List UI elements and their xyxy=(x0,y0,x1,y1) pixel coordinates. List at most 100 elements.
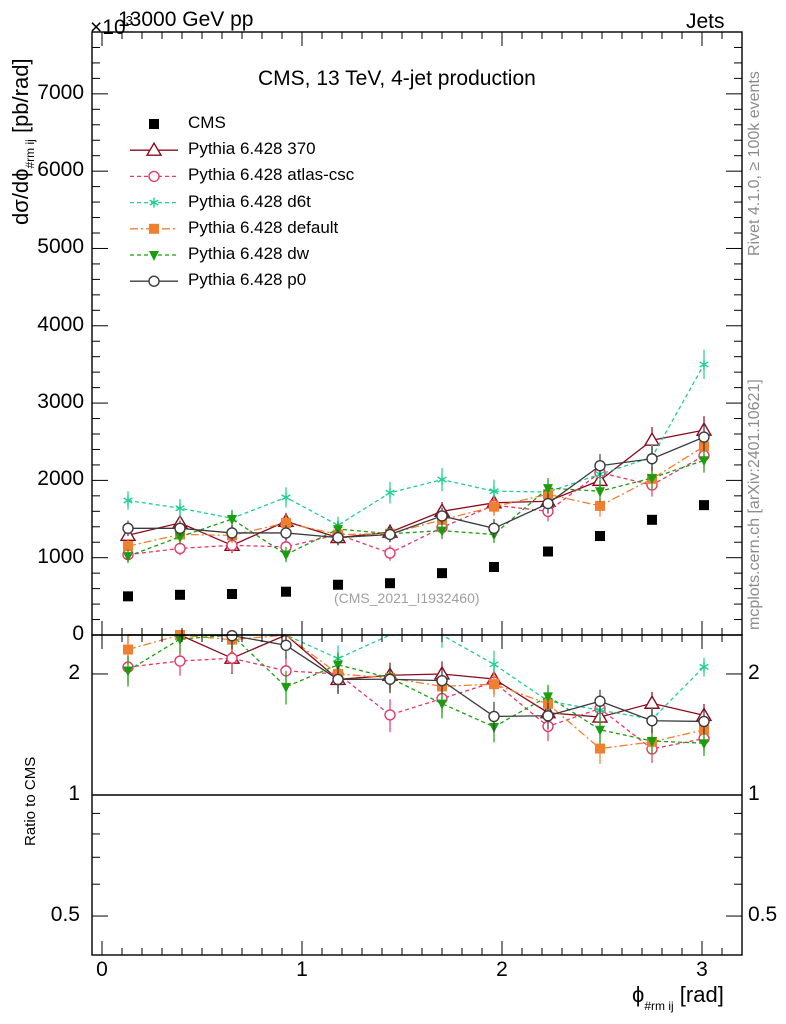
series-4-point xyxy=(175,532,185,543)
cms-point xyxy=(281,586,291,597)
x-axis-label-unit: [rad] xyxy=(679,982,724,1007)
cms-point xyxy=(699,500,709,511)
series-2-ratio-point-stroke xyxy=(489,661,499,668)
series-1-ratio-line xyxy=(127,657,705,750)
cms-point xyxy=(437,568,447,579)
header-left-label: 13000 GeV pp xyxy=(118,8,254,31)
series-5-point xyxy=(122,522,134,535)
series-4-ratio-point xyxy=(333,660,343,671)
series-5-point xyxy=(174,522,186,535)
cms-point xyxy=(175,589,185,600)
series-2-point-stroke xyxy=(281,494,291,501)
y-tick-label-4000: 4000 xyxy=(37,312,84,336)
y-tick-ratio-label-right-0.5: 0.5 xyxy=(748,903,778,927)
x-axis-label-text: ϕ xyxy=(632,982,645,1007)
legend-label-1: Pythia 6.428 370 xyxy=(188,139,316,159)
x-tick-label-3: 3 xyxy=(696,958,708,981)
series-3-ratio-point xyxy=(595,743,605,754)
series-5-point xyxy=(488,522,500,535)
y-tick-ratio-label-right-2: 2 xyxy=(748,660,760,684)
series-1-ratio-point xyxy=(226,652,238,664)
series-5-ratio-point xyxy=(332,673,344,686)
series-3-point xyxy=(595,500,605,511)
y-tick-ratio-label-right-1: 1 xyxy=(748,782,760,805)
series-4-point xyxy=(227,515,237,526)
series-5-point xyxy=(332,531,344,544)
series-4-point xyxy=(123,552,133,563)
cms-point xyxy=(333,579,343,590)
legend-label-2: Pythia 6.428 atlas-csc xyxy=(188,165,355,185)
y-tick-label-6000: 6000 xyxy=(37,158,84,182)
series-4-ratio-point xyxy=(437,699,447,710)
series-5-point xyxy=(594,459,606,472)
series-2-line xyxy=(127,364,705,526)
header-exponent: ×103 xyxy=(90,13,133,39)
series-2-point-stroke xyxy=(699,361,709,368)
header-right-label: Jets xyxy=(686,10,725,33)
legend-label-0: CMS xyxy=(188,113,226,132)
series-4-line xyxy=(127,459,705,557)
series-2-point xyxy=(281,492,291,503)
series-4-ratio-point xyxy=(595,725,605,736)
series-2-point-stroke xyxy=(385,489,395,496)
series-1-point xyxy=(384,547,396,559)
series-3-line xyxy=(127,445,705,547)
series-5-point xyxy=(280,527,292,539)
series-1-point xyxy=(174,542,186,555)
y-tick-label-5000: 5000 xyxy=(37,235,84,259)
y-axis-label-main-text: dσ/dϕ xyxy=(8,168,33,225)
series-2-point xyxy=(437,474,447,485)
legend-marker-6 xyxy=(148,275,160,287)
series-2-point xyxy=(489,486,499,497)
series-5-ratio-point xyxy=(436,674,448,687)
series-5-point xyxy=(542,497,554,510)
series-5-ratio-point xyxy=(488,710,500,723)
y-tick-label-7000: 7000 xyxy=(37,80,84,104)
header-exponent-sup: 3 xyxy=(125,13,133,28)
legend-marker-0 xyxy=(149,119,159,129)
series-4-ratio-point xyxy=(543,692,553,703)
y-tick-ratio-label-2: 2 xyxy=(68,660,80,684)
legend-label-5: Pythia 6.428 dw xyxy=(188,244,309,263)
cms-point xyxy=(543,546,553,557)
series-4-point xyxy=(595,487,605,498)
series-5-point xyxy=(646,453,658,465)
series-3-point xyxy=(123,541,133,552)
cms-point xyxy=(123,591,133,602)
series-0-line xyxy=(127,429,705,547)
y-axis-label-main-unit: [pb/rad] xyxy=(8,58,33,134)
series-5-point xyxy=(226,527,238,539)
series-4-point xyxy=(437,526,447,537)
series-2-point xyxy=(699,359,709,370)
series-5-point xyxy=(436,510,448,522)
series-4-point xyxy=(543,484,553,495)
series-3-point xyxy=(489,501,499,512)
y-axis-label-main-sub: #rm ij xyxy=(23,139,37,169)
series-2-ratio-point-stroke xyxy=(699,663,709,670)
watermark: (CMS_2021_I1932460) xyxy=(334,590,480,606)
x-tick-label-2: 2 xyxy=(496,958,508,981)
series-5-ratio-point xyxy=(384,673,396,685)
series-3-ratio-point xyxy=(489,679,499,690)
x-axis-label: ϕ#rm ij [rad] xyxy=(632,982,724,1013)
legend-marker-3 xyxy=(149,197,159,208)
series-3-point xyxy=(281,517,291,528)
series-1-line xyxy=(127,455,705,556)
series-2-point xyxy=(175,503,185,514)
legend-marker-1 xyxy=(145,141,163,156)
legend-marker-5 xyxy=(149,251,159,261)
series-2-ratio-line xyxy=(128,634,705,720)
mcplots-label: mcplots.cern.ch [arXiv:2401.10621] xyxy=(746,379,763,630)
series-5-ratio-point xyxy=(698,715,710,728)
series-4-ratio-point xyxy=(281,682,291,693)
y-tick-ratio-label-0.5: 0.5 xyxy=(50,903,80,927)
cms-point xyxy=(489,561,499,572)
cms-point xyxy=(227,589,237,600)
series-0-ratio-line xyxy=(128,634,705,718)
series-2-point xyxy=(123,495,133,506)
series-2-point-stroke xyxy=(437,476,447,483)
series-5-ratio-point xyxy=(542,710,554,722)
series-5-point xyxy=(698,431,710,443)
series-4-ratio-point xyxy=(647,736,657,747)
